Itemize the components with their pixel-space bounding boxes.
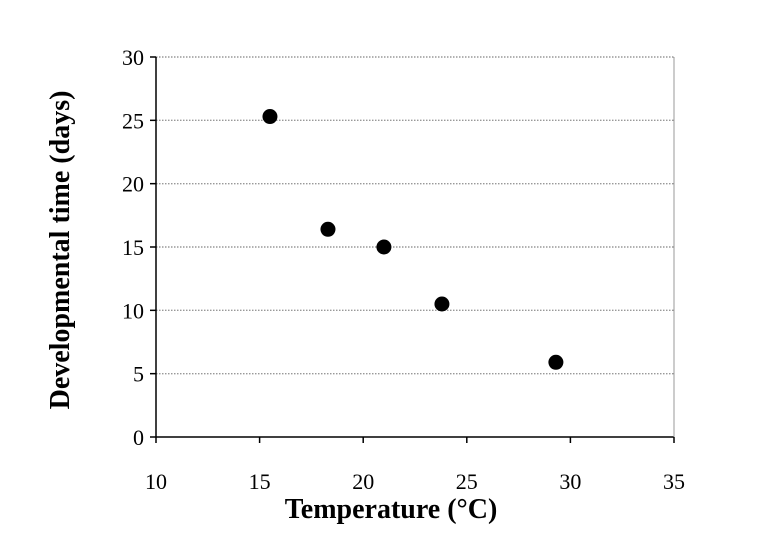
data-point-0-4 (548, 354, 564, 370)
data-point-0-1 (320, 221, 336, 237)
data-point-0-3 (434, 296, 450, 312)
x-axis-ticks: 10 15 20 25 30 35 (145, 437, 685, 494)
y-tick-label-25: 25 (122, 108, 144, 133)
y-tick-label-20: 20 (122, 172, 144, 197)
x-tick-label-35: 35 (663, 469, 685, 494)
x-tick-label-20: 20 (352, 469, 374, 494)
data-point-0-0 (262, 109, 278, 125)
y-tick-label-30: 30 (122, 45, 144, 70)
y-axis-title: Developmental time (days) (45, 91, 76, 410)
x-tick-label-10: 10 (145, 469, 167, 494)
x-tick-label-30: 30 (559, 469, 581, 494)
y-tick-label-15: 15 (122, 235, 144, 260)
data-points (262, 109, 564, 370)
y-tick-label-5: 5 (133, 362, 144, 387)
x-tick-label-15: 15 (249, 469, 271, 494)
y-tick-label-0: 0 (133, 425, 144, 450)
data-point-0-2 (376, 239, 392, 255)
x-tick-label-25: 25 (456, 469, 478, 494)
x-axis-title: Temperature (°C) (285, 494, 498, 525)
gridlines (156, 56, 674, 375)
y-axis-ticks: 0 5 10 15 20 25 30 (122, 45, 156, 450)
y-tick-label-10: 10 (122, 298, 144, 323)
